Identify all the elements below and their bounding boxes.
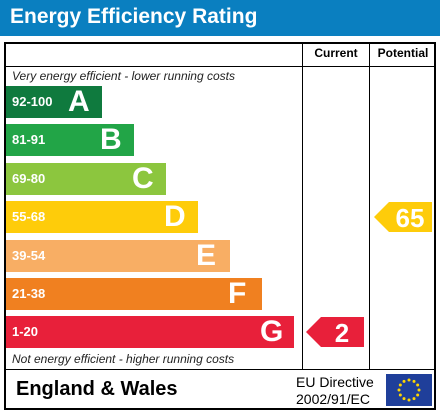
band-g: 1-20 G — [6, 315, 294, 349]
potential-column-header: Potential — [377, 46, 429, 60]
band-d: 55-68 D — [6, 200, 198, 234]
current-column-header: Current — [314, 46, 358, 60]
flag-star — [402, 379, 406, 383]
flag-star — [398, 393, 402, 397]
band-letter-e: E — [196, 238, 217, 272]
footer-divider — [4, 369, 436, 370]
band-range-e: 39-54 — [12, 247, 46, 263]
band-range-d: 55-68 — [12, 209, 46, 225]
band-letter-d: D — [164, 200, 186, 234]
flag-star — [412, 397, 416, 401]
potential-column-divider — [369, 42, 370, 370]
band-a: 92-100 A — [6, 85, 102, 118]
band-letter-c: C — [132, 161, 154, 195]
current-rating-arrow-value: 2 — [334, 318, 350, 349]
footer-directive: EU Directive 2002/91/EC — [296, 374, 374, 408]
flag-star — [407, 378, 411, 382]
band-range-c: 69-80 — [12, 170, 46, 186]
title-bar: Energy Efficiency Rating — [0, 0, 440, 36]
band-c: 69-80 C — [6, 161, 166, 195]
potential-rating-arrow-value: 65 — [395, 203, 425, 234]
directive-line-1: EU Directive — [296, 374, 374, 390]
chart-title: Energy Efficiency Rating — [10, 5, 258, 28]
current-column-divider — [302, 42, 303, 370]
potential-rating-arrow: 65 — [374, 202, 432, 234]
chart-frame — [4, 42, 436, 410]
top-note: Very energy efficient - lower running co… — [12, 69, 235, 83]
flag-star — [416, 393, 420, 397]
flag-star — [412, 379, 416, 383]
band-range-a: 92-100 — [12, 94, 53, 109]
header-divider — [4, 66, 436, 67]
band-range-g: 1-20 — [12, 324, 39, 340]
band-e: 39-54 E — [6, 238, 230, 272]
flag-star — [416, 383, 420, 387]
directive-line-2: 2002/91/EC — [296, 391, 370, 407]
eu-flag-icon — [386, 374, 432, 406]
band-f: 21-38 F — [6, 277, 262, 310]
flag-star — [417, 388, 421, 392]
band-letter-g: G — [260, 315, 284, 349]
band-b: 81-91 B — [6, 123, 134, 157]
flag-star — [397, 388, 401, 392]
band-range-f: 21-38 — [12, 286, 46, 301]
flag-star — [402, 397, 406, 401]
band-letter-f: F — [228, 277, 247, 310]
band-letter-b: B — [100, 123, 122, 157]
current-rating-arrow: 2 — [306, 317, 364, 349]
flag-star — [398, 383, 402, 387]
flag-star — [407, 398, 411, 402]
bottom-note: Not energy efficient - higher running co… — [12, 352, 235, 366]
band-range-b: 81-91 — [12, 132, 46, 148]
band-letter-a: A — [68, 85, 90, 118]
footer-country: England & Wales — [16, 378, 178, 400]
